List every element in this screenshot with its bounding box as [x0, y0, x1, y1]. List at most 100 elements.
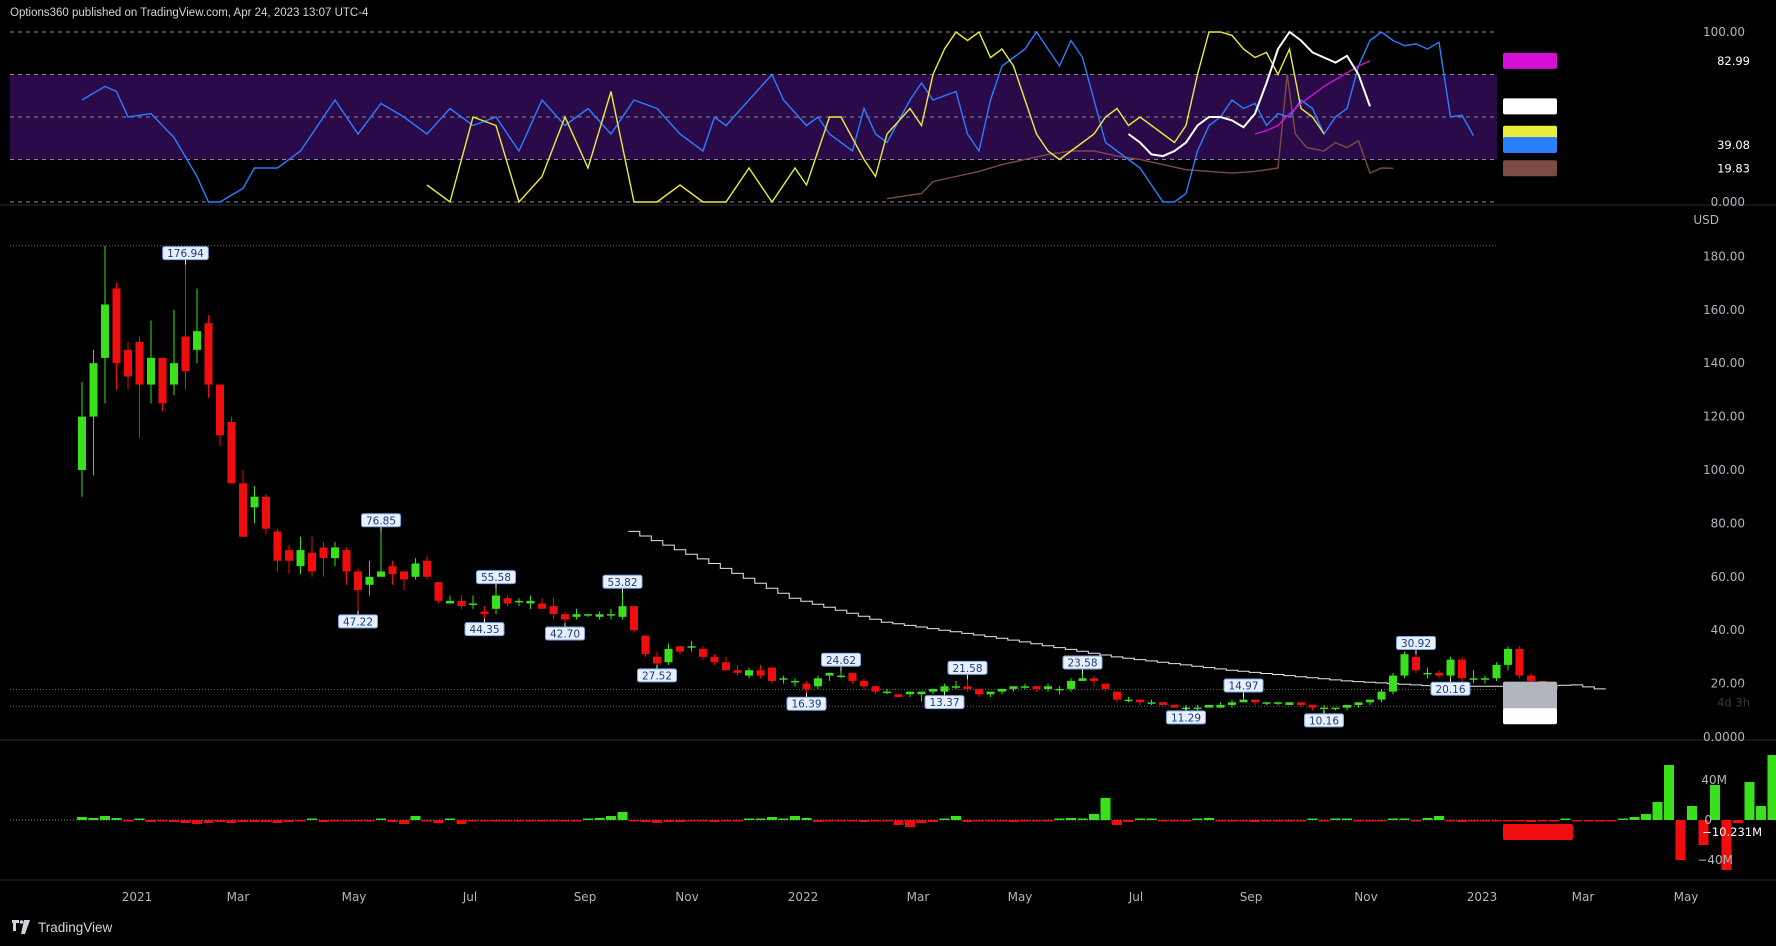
candle	[1412, 654, 1420, 673]
candle-body	[377, 571, 385, 577]
candle	[1343, 704, 1351, 711]
candle	[377, 531, 385, 577]
volume-bar	[1514, 820, 1525, 822]
candle	[354, 568, 362, 611]
volume-bar	[1422, 818, 1433, 820]
candle-body	[538, 603, 546, 609]
candle-body	[78, 416, 86, 470]
candle-body	[101, 304, 109, 358]
volume-bar	[1261, 820, 1272, 822]
price-axis-tick: 140.00	[1703, 356, 1745, 370]
volume-bar	[629, 820, 639, 822]
volume-bar	[606, 816, 616, 820]
candle-body	[883, 691, 891, 694]
candle-body	[1366, 699, 1374, 703]
volume-bar	[1353, 820, 1364, 822]
candle-body	[1435, 672, 1443, 676]
volume-bar	[916, 820, 927, 823]
oscillator-blue-line	[81, 30, 1475, 203]
candle	[411, 558, 420, 580]
candle-body	[1159, 702, 1167, 705]
candle-body	[653, 656, 661, 664]
price-axis-tick: 100.00	[1703, 463, 1745, 477]
high-low-label-box	[947, 660, 988, 675]
high-low-label: 42.70	[545, 622, 585, 641]
candle	[572, 608, 581, 620]
candle	[1435, 670, 1443, 679]
high-low-label-box	[1166, 710, 1206, 725]
volume-bar	[1434, 816, 1444, 820]
candle	[664, 643, 673, 665]
candle	[1331, 707, 1340, 711]
candle-body	[768, 667, 776, 681]
candle-body	[825, 672, 834, 676]
high-low-label: 10.16	[1304, 709, 1344, 728]
candle-body	[848, 672, 857, 681]
volume-bar	[353, 820, 363, 822]
volume-bar	[364, 820, 375, 822]
candle-body	[423, 560, 431, 577]
candle-body	[480, 611, 489, 615]
candle-body	[1481, 678, 1489, 680]
candle-body	[1228, 702, 1236, 705]
volume-bar	[88, 818, 99, 820]
candle	[1481, 675, 1489, 684]
candle	[124, 341, 132, 390]
candle	[1515, 646, 1524, 679]
candle-body	[112, 288, 121, 364]
volume-bar	[456, 820, 467, 824]
high-low-label: 30.92	[1396, 635, 1436, 655]
candle	[1205, 704, 1213, 708]
candle	[135, 336, 144, 438]
candle	[1354, 702, 1363, 708]
volume-bar	[1365, 820, 1375, 822]
volume-bar	[1376, 820, 1387, 822]
candle	[1009, 686, 1018, 692]
candle-body	[1113, 691, 1121, 700]
candle	[745, 667, 753, 679]
volume-bar	[870, 820, 881, 822]
candle	[1113, 691, 1121, 703]
candle-body	[400, 571, 408, 580]
candle-body	[630, 606, 638, 631]
volume-bar	[1595, 820, 1605, 822]
volume-bar	[1158, 820, 1168, 822]
oscillator-badge: 82.99	[1503, 52, 1750, 69]
osc-axis-tick: 0.000	[1711, 195, 1745, 209]
oscillator-badge-text: 39.08	[1717, 138, 1750, 152]
footer-brand[interactable]: TradingView	[10, 916, 112, 938]
volume-bar	[1744, 782, 1755, 820]
candle	[940, 683, 949, 692]
volume-bar	[1135, 818, 1145, 820]
volume-bar	[824, 820, 835, 822]
candle-body	[147, 357, 155, 385]
candle-body	[722, 662, 730, 671]
volume-bar	[479, 820, 490, 822]
volume-bar	[1112, 820, 1122, 825]
candle-body	[1193, 707, 1202, 710]
high-low-label-box	[924, 695, 965, 710]
volume-bar	[1192, 818, 1203, 820]
volume-axis-tick: −40M	[1697, 853, 1733, 867]
candle-body	[871, 686, 880, 692]
volume-bar	[307, 818, 317, 820]
candle-body	[595, 614, 604, 617]
time-axis-label: Jul	[462, 890, 477, 904]
volume-bar	[1664, 765, 1674, 820]
candle	[975, 688, 983, 697]
candle	[1136, 699, 1144, 705]
volume-bar	[1457, 820, 1467, 822]
volume-bar	[111, 818, 122, 820]
volume-bar	[1146, 818, 1157, 820]
candle-body	[1216, 704, 1225, 708]
candle-body	[894, 694, 903, 697]
candle	[1170, 704, 1179, 708]
candle	[1389, 672, 1397, 695]
candle-body	[193, 331, 201, 350]
candle	[871, 686, 880, 695]
volume-bar	[226, 820, 237, 823]
high-low-label-text: 30.92	[1401, 638, 1431, 650]
volume-pane	[0, 755, 1776, 881]
candle-body	[331, 547, 339, 559]
